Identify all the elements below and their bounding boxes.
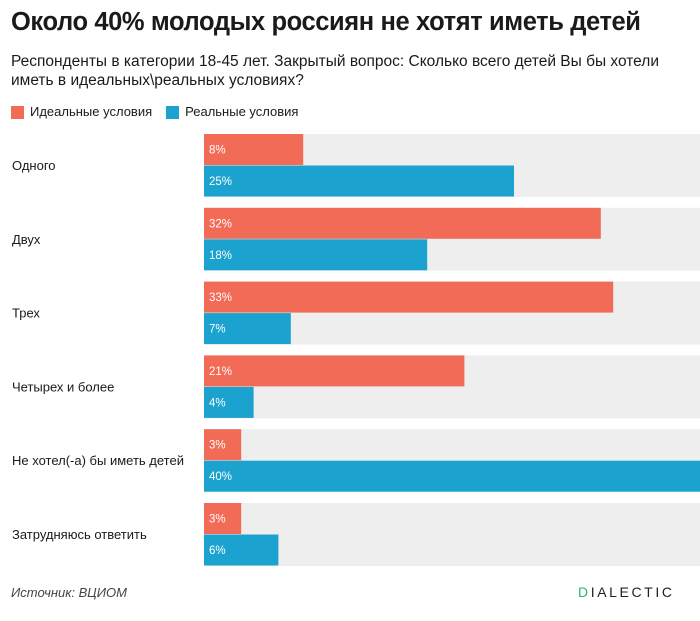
bar-label-real: 18% [209, 250, 232, 262]
category-label: Затрудняюсь ответить [12, 527, 147, 542]
bar-label-real: 7% [209, 324, 226, 336]
bar-ideal [204, 503, 242, 534]
legend-swatch-ideal [11, 105, 24, 119]
category-label: Двух [12, 232, 41, 247]
legend-label-ideal: Идеальные условия [30, 104, 153, 119]
bar-real [204, 534, 279, 566]
bar-real [204, 239, 428, 271]
bar-label-ideal: 8% [209, 145, 226, 157]
chart-title: Около 40% молодых россиян не хотят иметь… [11, 8, 641, 36]
category-label: Одного [12, 158, 56, 173]
legend: Идеальные условия Реальные условия [11, 104, 312, 120]
legend-label-real: Реальные условия [185, 104, 299, 119]
bar-real [204, 386, 254, 418]
bar-ideal [204, 207, 601, 239]
bar-label-real: 25% [209, 176, 232, 188]
bar-ideal [204, 134, 304, 165]
bar-label-ideal: 32% [209, 218, 232, 230]
bar-ideal [204, 281, 614, 313]
chart-subtitle: Респонденты в категории 18-45 лет. Закры… [11, 53, 659, 89]
logo-accent-letter: D [578, 584, 591, 600]
bar-ideal [204, 355, 465, 387]
bar-real [204, 460, 700, 492]
legend-item-real: Реальные условия [166, 104, 298, 120]
legend-item-ideal: Идеальные условия [11, 104, 152, 120]
bar-label-ideal: 3% [209, 440, 226, 452]
bar-label-real: 6% [209, 545, 226, 557]
category-label: Четырех и более [12, 379, 114, 394]
bar-real [204, 165, 514, 197]
category-label: Не хотел(-а) бы иметь детей [12, 453, 184, 468]
bar-label-ideal: 33% [209, 292, 232, 304]
source-note: Источник: ВЦИОМ [11, 585, 127, 600]
bar-label-ideal: 3% [209, 514, 226, 526]
legend-swatch-real [166, 105, 180, 119]
bar-ideal [204, 429, 242, 461]
dialectic-logo: DIALECTIC [578, 584, 675, 600]
bar-label-real: 40% [209, 471, 232, 483]
bar-label-ideal: 21% [209, 366, 232, 378]
bar-label-real: 4% [209, 397, 226, 409]
category-label: Трех [12, 306, 40, 321]
bar-real [204, 313, 291, 345]
row-background [204, 503, 700, 566]
logo-text: IALECTIC [590, 584, 675, 600]
